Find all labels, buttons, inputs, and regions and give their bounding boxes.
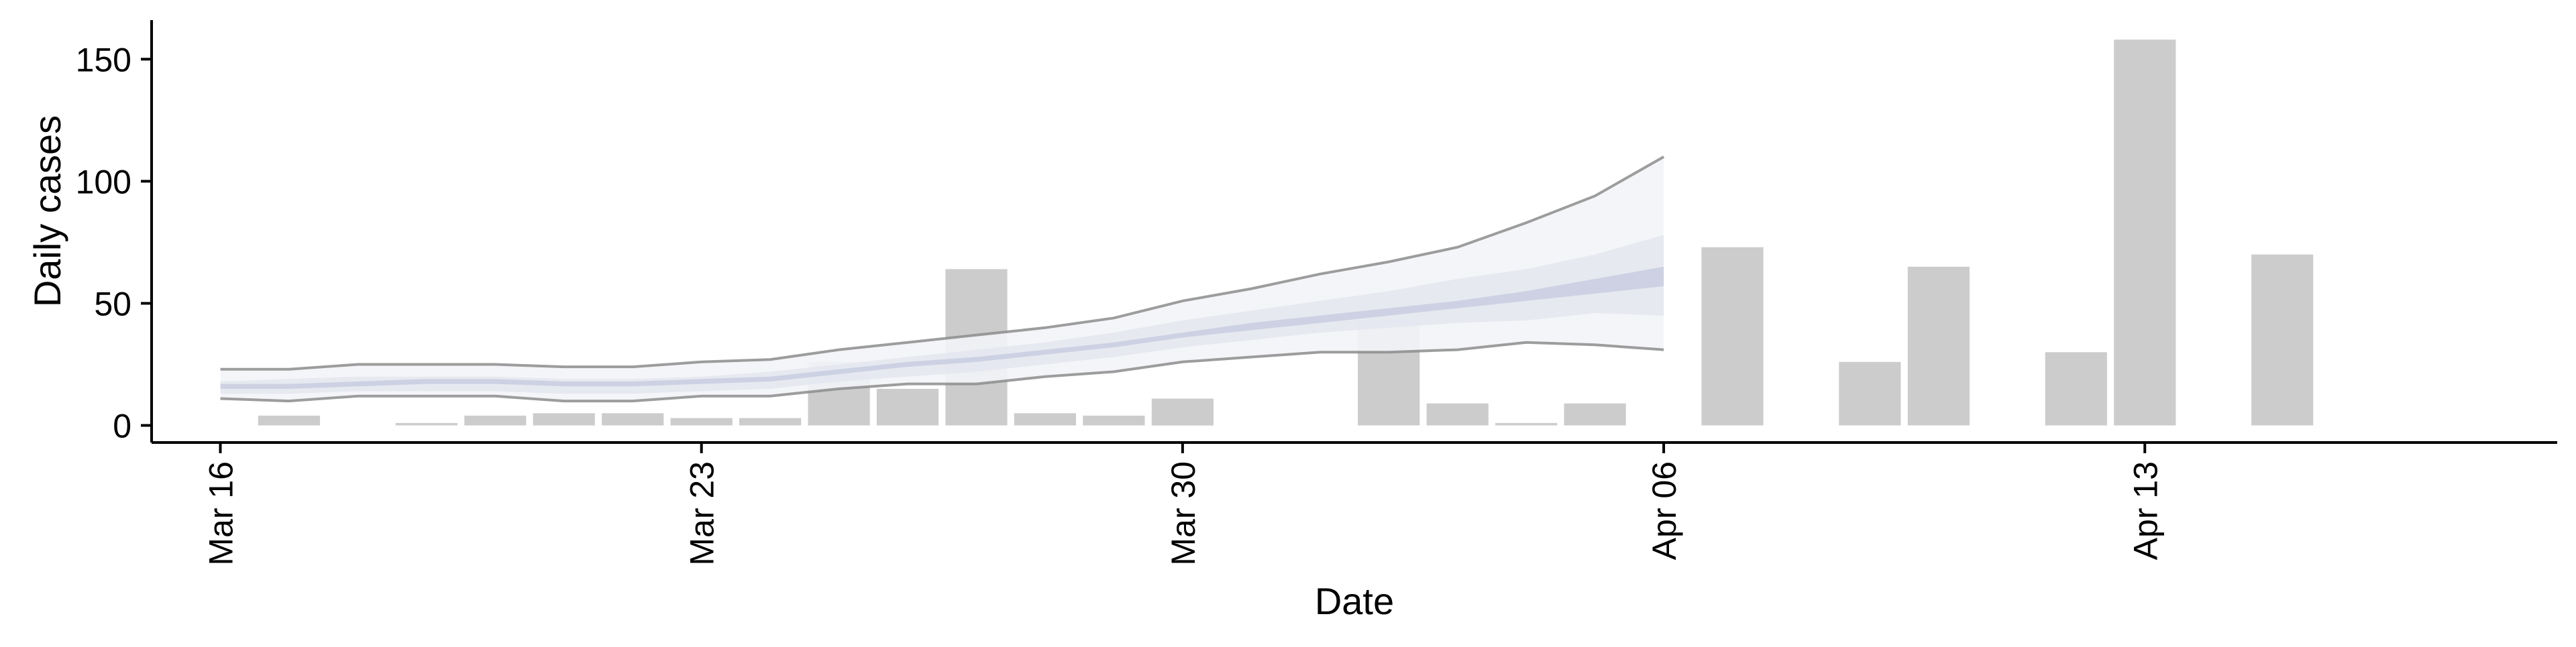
bar: [876, 388, 939, 426]
bar: [739, 418, 802, 426]
x-tick-label: Mar 16: [202, 461, 239, 566]
bars-layer: [258, 40, 2314, 426]
bar: [1564, 403, 1626, 426]
bar: [1495, 422, 1558, 426]
x-tick-label: Apr 13: [2127, 461, 2164, 560]
bar: [395, 422, 458, 426]
bar: [1426, 403, 1489, 426]
bar: [464, 415, 527, 426]
bar: [1014, 413, 1076, 426]
bar: [258, 415, 320, 426]
y-tick-label: 0: [113, 408, 131, 445]
bar: [2114, 40, 2176, 426]
x-tick-label: Mar 30: [1165, 461, 1202, 566]
band-90: [220, 156, 1664, 402]
bar: [2045, 352, 2107, 426]
x-tick-label: Mar 23: [684, 461, 721, 566]
bar: [1701, 247, 1764, 426]
y-tick-label: 50: [94, 285, 131, 322]
x-tick-label: Apr 06: [1646, 461, 1683, 560]
bar: [1839, 361, 1901, 426]
bar: [2251, 254, 2314, 426]
y-axis-title: Daily cases: [26, 115, 68, 307]
bar: [1083, 415, 1145, 426]
bar: [602, 413, 664, 426]
bar: [533, 413, 595, 426]
y-tick-label: 150: [76, 41, 131, 78]
y-tick-label: 100: [76, 163, 131, 200]
x-axis-title: Date: [1315, 580, 1394, 622]
bar: [1151, 398, 1214, 426]
bar: [1907, 266, 1970, 426]
ticks-layer: 0 50 100 150 Mar 16 Mar 23 Mar 30 Apr 06 Apr 13: [76, 41, 2165, 565]
band-lower-line: [220, 341, 1664, 403]
band-layer: [220, 156, 1665, 403]
axes-layer: [150, 20, 2557, 444]
bar: [670, 418, 733, 426]
band-upper-line: [220, 156, 1665, 371]
